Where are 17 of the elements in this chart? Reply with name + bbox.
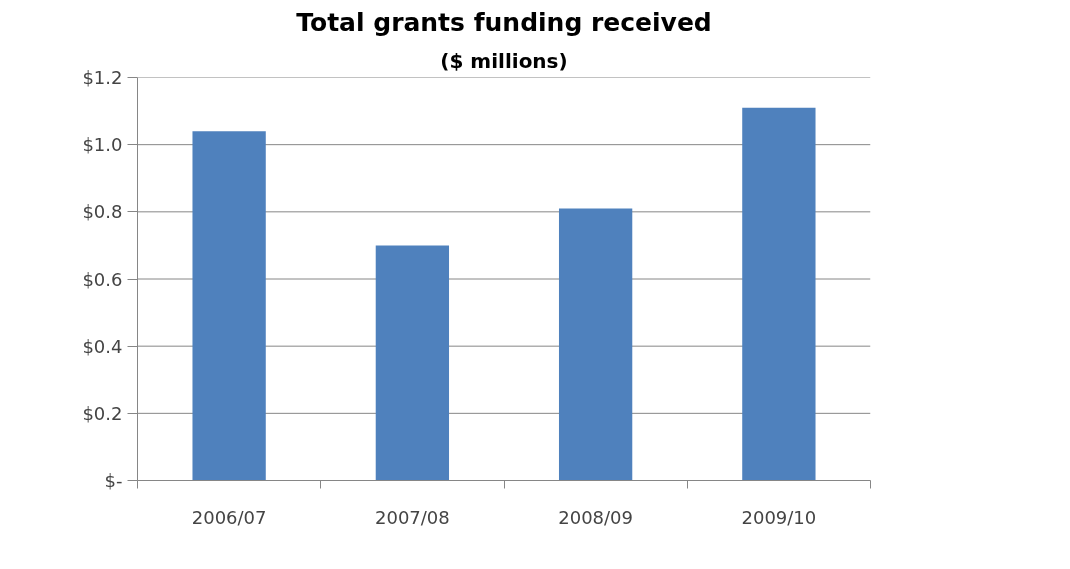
y-tick-label: $0.2 [82,402,123,424]
bar [742,107,816,481]
x-tick-label: 2008/09 [558,506,634,528]
y-tick-label: $1.0 [82,134,123,156]
y-tick-label: $0.6 [82,268,123,290]
chart-title: Total grants funding received [296,7,712,37]
bar [558,208,633,481]
bar [192,131,266,481]
bar [375,245,450,481]
y-tick-label: $0.4 [82,335,123,357]
chart-subtitle: ($ millions) [440,48,568,73]
x-tick-label: 2007/08 [374,506,450,528]
y-tick-label: $1.2 [82,67,123,88]
x-tick-label: 2009/10 [741,506,817,528]
x-tick-label: 2006/07 [191,506,267,528]
y-tick-label: $0.8 [82,201,123,223]
y-tick-label: $- [104,470,123,491]
